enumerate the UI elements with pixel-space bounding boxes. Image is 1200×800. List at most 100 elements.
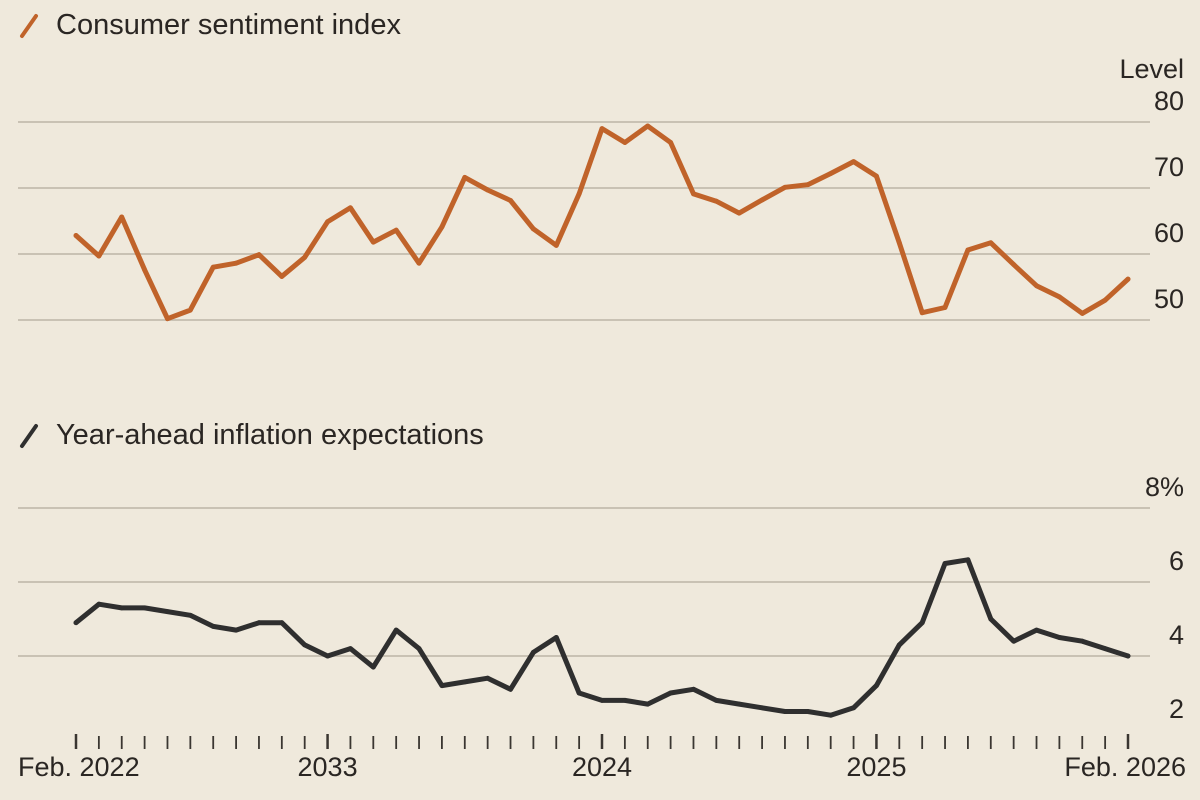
inflation-data-point — [485, 675, 491, 681]
inflation-data-point — [96, 601, 102, 607]
inflation-data-point — [622, 698, 628, 703]
sentiment-data-point — [1011, 262, 1017, 267]
inflation-data-point — [713, 698, 719, 703]
inflation-data-point — [988, 616, 994, 622]
sentiment-points — [73, 123, 1131, 322]
sentiment-data-point — [187, 307, 193, 313]
sentiment-data-point — [531, 226, 536, 232]
sentiment-data-point — [759, 197, 765, 203]
sentiment-data-point — [210, 264, 216, 270]
inflation-legend-swatch — [20, 424, 38, 448]
sentiment-y-tick-label: 50 — [1154, 284, 1184, 314]
sentiment-data-point — [1079, 311, 1085, 316]
inflation-y-tick-label: 4 — [1169, 620, 1184, 650]
inflation-data-point — [805, 709, 811, 714]
sentiment-data-point — [348, 205, 353, 211]
inflation-data-point — [210, 624, 216, 629]
sentiment-data-point — [645, 123, 651, 129]
sentiment-y-ticks: 80 70 60 50 — [1154, 86, 1184, 314]
inflation-data-point — [1079, 638, 1085, 644]
inflation-data-point — [279, 620, 285, 626]
inflation-data-point — [119, 605, 125, 611]
x-axis: Feb. 2022 2033 2024 2025 Feb. 2026 — [18, 734, 1186, 782]
inflation-panel: Year-ahead inflation expectations 8% 6 4 2 — [18, 419, 1184, 724]
inflation-data-point — [965, 557, 971, 563]
x-axis-label: 2024 — [572, 752, 632, 782]
sentiment-data-point — [233, 260, 239, 266]
sentiment-data-point — [165, 316, 170, 322]
inflation-data-point — [439, 683, 445, 688]
x-axis-label: Feb. 2026 — [1064, 752, 1186, 782]
sentiment-data-point — [782, 184, 788, 190]
inflation-data-point — [1057, 635, 1062, 640]
sentiment-title: Consumer sentiment index — [56, 9, 401, 41]
inflation-data-point — [553, 635, 559, 640]
inflation-data-point — [348, 646, 353, 651]
inflation-data-point — [599, 698, 605, 703]
inflation-data-point — [462, 679, 468, 685]
sentiment-data-point — [439, 224, 445, 230]
sentiment-data-point — [485, 187, 491, 193]
sentiment-y-tick-label: 60 — [1154, 218, 1184, 248]
inflation-data-point — [1125, 653, 1131, 659]
sentiment-ylabel: Level — [1119, 54, 1184, 84]
sentiment-data-point — [1125, 276, 1131, 282]
sentiment-data-point — [942, 305, 948, 310]
sentiment-data-point — [508, 198, 513, 203]
inflation-data-point — [1102, 646, 1108, 651]
sentiment-data-point — [919, 310, 925, 316]
sentiment-data-point — [622, 140, 628, 145]
sentiment-data-point — [256, 252, 262, 258]
sentiment-data-point — [462, 175, 468, 180]
sentiment-data-point — [691, 191, 696, 197]
inflation-data-point — [759, 705, 765, 711]
inflation-data-point — [73, 620, 79, 626]
sentiment-data-point — [302, 254, 308, 260]
inflation-data-point — [1011, 638, 1017, 644]
inflation-data-point — [736, 701, 742, 707]
inflation-data-point — [165, 609, 170, 614]
sentiment-data-point — [828, 171, 834, 176]
inflation-data-point — [874, 683, 879, 688]
sentiment-data-point — [393, 227, 399, 233]
inflation-data-point — [302, 642, 308, 648]
sentiment-gridlines — [18, 121, 1150, 321]
inflation-data-point — [851, 705, 856, 711]
sentiment-data-point — [576, 191, 582, 197]
sentiment-data-point — [142, 267, 148, 273]
sentiment-data-point — [325, 219, 330, 225]
sentiment-data-point — [73, 233, 79, 238]
sentiment-data-point — [416, 260, 422, 266]
inflation-data-point — [782, 709, 788, 714]
inflation-data-point — [531, 649, 536, 655]
inflation-data-point — [919, 620, 925, 626]
inflation-points — [73, 557, 1131, 718]
x-axis-label: 2025 — [846, 752, 906, 782]
sentiment-data-point — [1102, 297, 1108, 303]
sentiment-data-point — [119, 214, 125, 220]
sentiment-data-point — [805, 182, 811, 188]
sentiment-data-point — [668, 140, 673, 145]
inflation-y-tick-label: 6 — [1169, 546, 1184, 576]
sentiment-y-tick-label: 80 — [1154, 86, 1184, 116]
inflation-data-point — [576, 690, 582, 696]
sentiment-legend-swatch — [20, 14, 38, 38]
inflation-data-point — [645, 701, 651, 707]
inflation-data-point — [828, 712, 834, 718]
sentiment-data-point — [851, 159, 856, 165]
inflation-data-point — [325, 653, 330, 659]
sentiment-data-point — [553, 243, 559, 248]
x-axis-labels: Feb. 2022 2033 2024 2025 Feb. 2026 — [18, 752, 1186, 782]
inflation-y-tick-label: 2 — [1169, 694, 1184, 724]
inflation-y-tick-label: 8% — [1145, 472, 1184, 502]
sentiment-data-point — [279, 274, 285, 279]
inflation-title: Year-ahead inflation expectations — [56, 419, 484, 451]
sentiment-data-point — [1057, 294, 1062, 300]
sentiment-data-point — [988, 240, 994, 246]
sentiment-y-tick-label: 70 — [1154, 152, 1184, 182]
x-axis-label: Feb. 2022 — [18, 752, 140, 782]
sentiment-data-point — [96, 253, 102, 259]
inflation-data-point — [508, 686, 513, 692]
